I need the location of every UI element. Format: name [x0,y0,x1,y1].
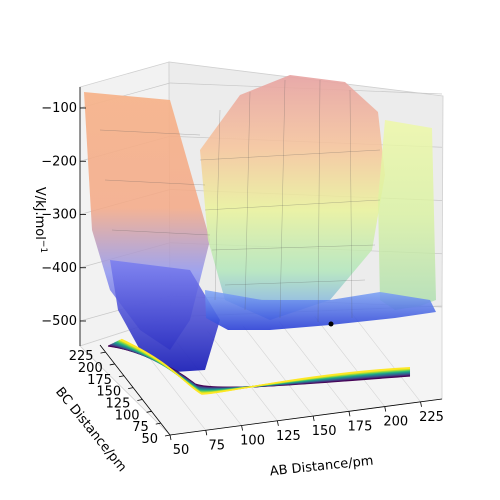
y-tick-label: 150 [96,385,121,400]
y-tick-label: 75 [132,420,149,435]
x-tick-label: 175 [348,419,373,434]
x-tick-mark [276,420,279,426]
y-tick-mark [128,387,134,390]
z-tick-label: −200 [41,154,77,169]
x-tick-mark [241,425,243,431]
contour-line [121,338,411,395]
z-axis-label-text: V/kJ.mol [32,187,47,240]
z-tick-label: −500 [41,314,77,329]
y-tick-mark [155,422,161,425]
z-axis-label: V/kJ.mol−1 [32,187,48,253]
x-tick-mark [348,411,351,417]
x-axis-label: AB Distance/pm [269,454,374,480]
potential-energy-surface [84,75,436,372]
x-tick-mark [312,415,315,422]
x-tick-mark [384,406,387,412]
y-tick-label: 50 [141,432,158,447]
y-tick-label: 100 [115,408,140,423]
y-tick-label: 175 [87,373,112,388]
z-axis-ticks: −100 −200 −300 −400 −500 [41,101,86,329]
y-tick-mark [146,410,152,413]
surface-right-wall [378,120,436,310]
x-tick-label: 125 [276,429,301,444]
x-axis-line [169,398,443,436]
surface-product-valley [205,290,436,330]
z-tick-label: −100 [41,101,77,116]
contour-floor [107,338,411,395]
y-tick-mark [100,351,106,354]
y-tick-mark [118,375,125,378]
x-axis-ticks: 50 75 100 125 150 175 200 225 [169,401,444,458]
x-tick-mark [169,434,172,441]
x-tick-label: 75 [209,438,226,453]
surface-mesh-lines [99,79,381,323]
x-tick-mark [205,430,208,436]
y-tick-mark [164,434,171,437]
y-tick-label: 200 [78,361,103,376]
surface-reactant-bowl [110,260,220,372]
z-tick-label: −300 [41,208,77,223]
y-tick-label: 125 [106,396,131,411]
x-tick-label: 50 [173,443,190,458]
x-tick-label: 225 [419,410,444,425]
z-tick-label: −400 [41,261,77,276]
x-tick-label: 100 [240,434,265,449]
y-tick-label: 225 [69,349,94,364]
y-tick-mark [109,363,115,366]
saddle-point-marker [328,321,334,327]
x-tick-label: 150 [312,424,337,439]
y-axis-line [99,344,171,436]
z-axis-label-exponent: −1 [38,240,48,253]
x-tick-mark [420,401,422,407]
x-tick-label: 200 [383,415,408,430]
y-tick-mark [137,399,143,401]
